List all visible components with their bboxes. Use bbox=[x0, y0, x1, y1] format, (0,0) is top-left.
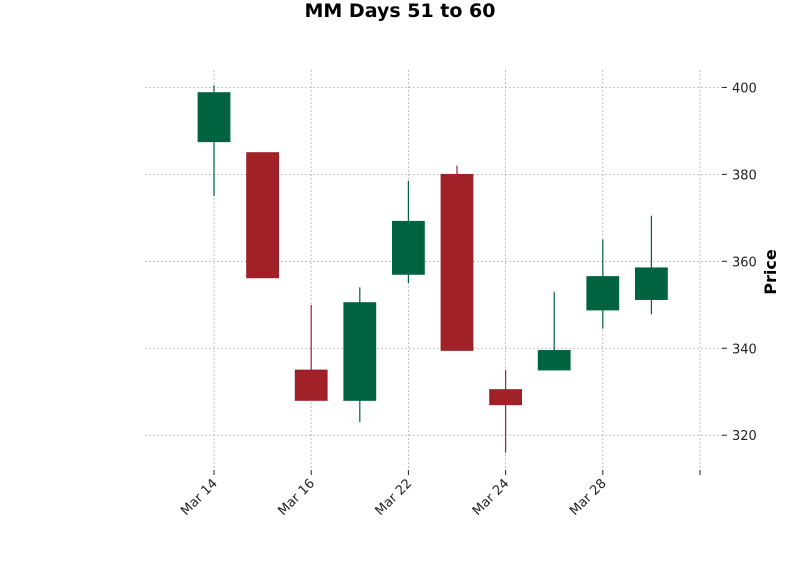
grid-layer bbox=[145, 70, 722, 470]
x-tick-label: Mar 24 bbox=[470, 476, 513, 519]
y-axis-label: Price bbox=[761, 249, 780, 295]
candle bbox=[343, 287, 377, 423]
candle-body bbox=[391, 220, 425, 275]
candle bbox=[246, 152, 280, 279]
candle bbox=[440, 165, 474, 351]
candles bbox=[197, 85, 668, 453]
x-tick-label: Mar 16 bbox=[275, 476, 318, 519]
candle-body bbox=[246, 152, 280, 279]
candle bbox=[391, 180, 425, 284]
x-tick-label: Mar 22 bbox=[373, 476, 416, 519]
candle bbox=[294, 304, 328, 401]
candle-body bbox=[537, 350, 571, 371]
candle bbox=[489, 370, 523, 453]
candle bbox=[537, 291, 571, 371]
candle bbox=[635, 215, 668, 315]
y-axis: 320 340 360 380 400 bbox=[722, 81, 757, 444]
candle bbox=[197, 85, 231, 197]
chart-title: MM Days 51 to 60 bbox=[305, 0, 496, 22]
candle-body bbox=[197, 92, 231, 143]
y-tick-label: 360 bbox=[732, 255, 757, 270]
candle-body bbox=[294, 369, 328, 401]
candle-body bbox=[635, 267, 668, 300]
candle bbox=[586, 239, 620, 329]
candle-body bbox=[440, 173, 474, 351]
x-axis: Mar 14 Mar 16 Mar 22 Mar 24 Mar 28 bbox=[178, 470, 701, 519]
x-tick-label: Mar 14 bbox=[178, 476, 221, 519]
y-tick-label: 320 bbox=[732, 429, 757, 444]
candle-body bbox=[586, 276, 620, 311]
candle-body bbox=[489, 389, 523, 406]
candle-body bbox=[343, 302, 377, 401]
x-tick-label: Mar 28 bbox=[567, 476, 610, 519]
y-tick-label: 400 bbox=[732, 81, 757, 96]
y-tick-label: 340 bbox=[732, 342, 757, 357]
y-tick-label: 380 bbox=[732, 168, 757, 183]
